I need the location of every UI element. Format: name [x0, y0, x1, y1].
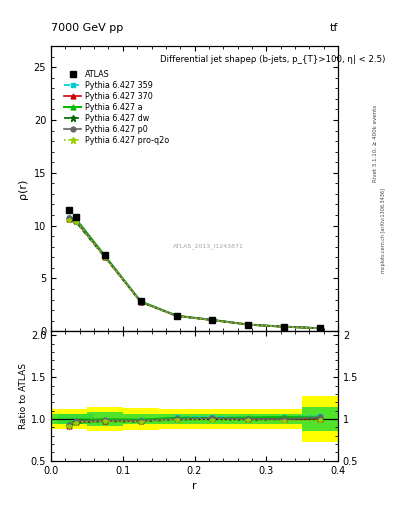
Text: mcplots.cern.ch [arXiv:1306.3436]: mcplots.cern.ch [arXiv:1306.3436] — [381, 188, 386, 273]
Y-axis label: Ratio to ATLAS: Ratio to ATLAS — [19, 363, 28, 429]
Text: tf: tf — [330, 23, 338, 33]
Y-axis label: ρ(r): ρ(r) — [18, 179, 28, 199]
X-axis label: r: r — [192, 481, 197, 491]
Text: Rivet 3.1.10, ≥ 400k events: Rivet 3.1.10, ≥ 400k events — [373, 105, 378, 182]
Legend: ATLAS, Pythia 6.427 359, Pythia 6.427 370, Pythia 6.427 a, Pythia 6.427 dw, Pyth: ATLAS, Pythia 6.427 359, Pythia 6.427 37… — [64, 70, 169, 145]
Text: ATLAS_2013_I1243871: ATLAS_2013_I1243871 — [173, 243, 244, 248]
Text: 7000 GeV pp: 7000 GeV pp — [51, 23, 123, 33]
Text: Differential jet shapeρ (b-jets, p_{T}>100, η| < 2.5): Differential jet shapeρ (b-jets, p_{T}>1… — [160, 55, 386, 63]
